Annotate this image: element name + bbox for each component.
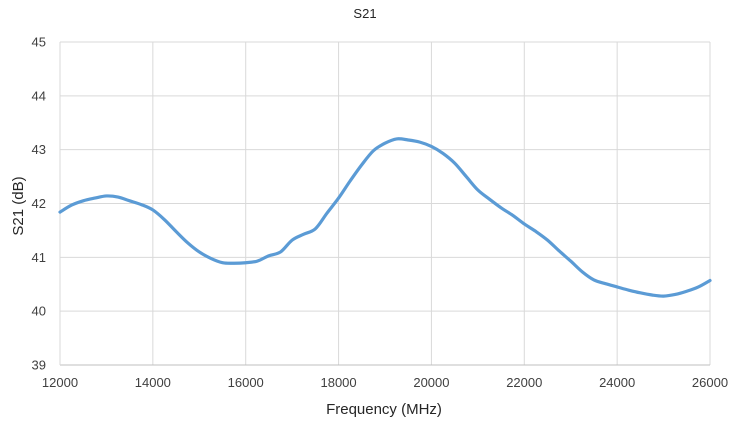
y-tick-label: 39 [32, 358, 46, 373]
x-axis-title: Frequency (MHz) [326, 401, 442, 418]
series-line [58, 137, 712, 298]
y-axis-title: S21 (dB) [10, 176, 27, 235]
chart-title: S21 [353, 6, 376, 21]
x-tick-label: 22000 [506, 375, 542, 390]
x-tick-label: 18000 [320, 375, 356, 390]
x-tick-label: 12000 [42, 375, 78, 390]
series [58, 137, 712, 298]
axes [59, 42, 710, 366]
x-tick-label: 26000 [692, 375, 728, 390]
x-tick-label: 14000 [135, 375, 171, 390]
x-tick-label: 20000 [413, 375, 449, 390]
y-tick-label: 44 [32, 88, 46, 103]
y-tick-label: 42 [32, 196, 46, 211]
y-tick-label: 43 [32, 142, 46, 157]
y-tick-label: 45 [32, 35, 46, 50]
x-tick-label: 16000 [228, 375, 264, 390]
gridlines [60, 41, 711, 365]
y-tick-label: 41 [32, 250, 46, 265]
y-tick-label: 40 [32, 304, 46, 319]
x-tick-label: 24000 [599, 375, 635, 390]
tick-labels: 39 40 41 42 43 44 45 12000 14000 16000 18000 20000 2… [32, 35, 729, 391]
